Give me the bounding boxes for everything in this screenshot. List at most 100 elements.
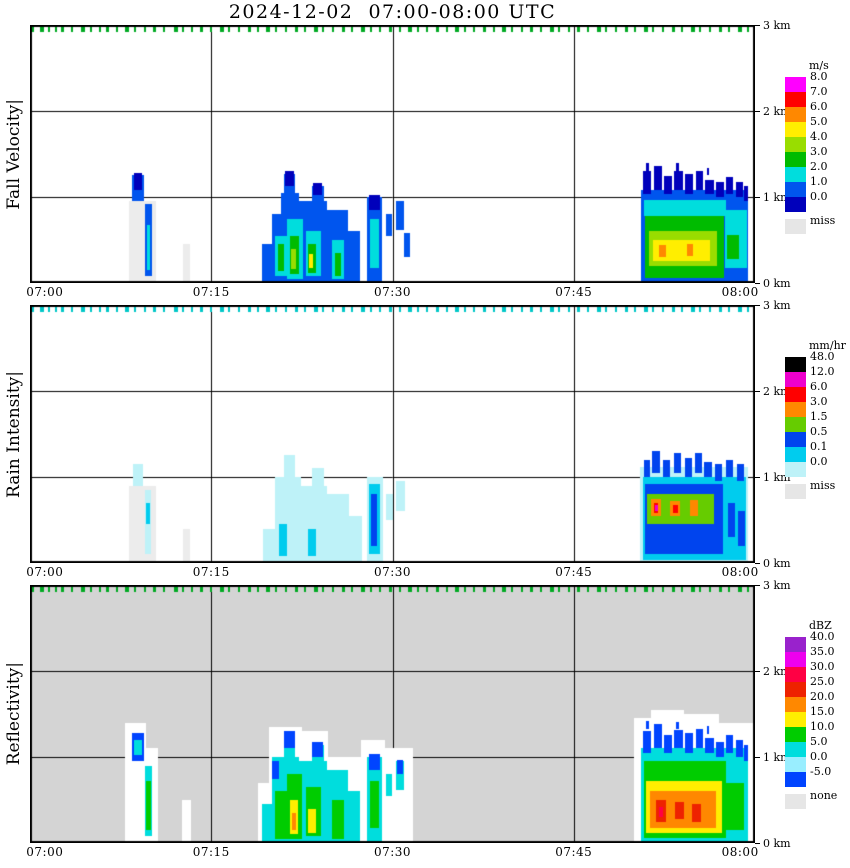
colorbar-label: 1.5 <box>810 410 828 423</box>
colorbar-swatch <box>785 387 806 402</box>
y-tick-mark <box>755 283 760 284</box>
y-tick-mark <box>755 563 760 564</box>
y-tick-mark <box>755 585 760 586</box>
colorbar-label: 10.0 <box>810 720 835 733</box>
colorbar-swatch <box>785 652 806 667</box>
colorbar-swatch <box>785 152 806 167</box>
y-tick-label: 1 km <box>755 471 791 484</box>
y-tick-mark <box>755 305 760 306</box>
colorbar-label: 3.0 <box>810 395 828 408</box>
x-tick-label: 07:00 <box>26 845 64 859</box>
colorbar-swatch <box>785 697 806 712</box>
y-tick-text: 0 km <box>763 277 791 290</box>
plot-title: 2024-12-02 07:00-08:00 UTC <box>228 1 557 23</box>
colorbar-swatch <box>785 77 806 92</box>
rain-intensity-heatmap <box>30 305 755 563</box>
colorbar-missing-label: miss <box>810 214 836 227</box>
colorbar-label: 4.0 <box>810 130 828 143</box>
x-tick-label: 07:00 <box>26 285 64 299</box>
y-tick-mark <box>755 843 760 844</box>
colorbar-label: 3.0 <box>810 145 828 158</box>
fall-velocity-axis-label: Fall Velocity| <box>3 98 24 210</box>
x-tick-label: 07:30 <box>373 565 412 579</box>
reflectivity-x-ticks: 07:00 07:15 07:30 07:45 08:00 <box>0 845 850 861</box>
y-tick-label: 0 km <box>755 837 791 850</box>
y-tick-label: 2 km <box>755 105 791 118</box>
colorbar-swatch <box>785 92 806 107</box>
y-tick-label: 2 km <box>755 385 791 398</box>
colorbar-swatch <box>785 447 806 462</box>
x-tick-label: 07:15 <box>192 565 230 579</box>
rain-intensity-axis-label: Rain Intensity| <box>3 370 24 498</box>
colorbar-missing-swatch <box>785 794 806 809</box>
colorbar-label: 20.0 <box>810 690 835 703</box>
colorbar-label: 12.0 <box>810 365 835 378</box>
colorbar-swatch <box>785 167 806 182</box>
colorbar-swatch <box>785 417 806 432</box>
y-tick-text: 2 km <box>763 105 791 118</box>
y-tick-label: 1 km <box>755 191 791 204</box>
colorbar-swatch <box>785 137 806 152</box>
colorbar-label: 8.0 <box>810 70 828 83</box>
colorbar-swatch <box>785 757 806 772</box>
colorbar-swatch <box>785 402 806 417</box>
panel-rain-intensity: Rain Intensity| 07:00 07:15 07:30 07:45 08:0… <box>0 299 850 587</box>
y-tick-text: 1 km <box>763 751 791 764</box>
colorbar-swatch <box>785 122 806 137</box>
colorbar-missing-label: miss <box>810 479 836 492</box>
x-tick-label: 07:30 <box>373 285 412 299</box>
y-tick-text: 2 km <box>763 385 791 398</box>
colorbar-swatch <box>785 357 806 372</box>
y-tick-mark <box>755 25 760 26</box>
y-tick-label: 0 km <box>755 277 791 290</box>
colorbar-label: 30.0 <box>810 660 835 673</box>
panel-fall-velocity: Fall Velocity| 07:00 07:15 07:30 07:45 08:00… <box>0 19 850 307</box>
y-tick-text: 1 km <box>763 471 791 484</box>
x-tick-label: 07:45 <box>555 285 593 299</box>
x-tick-label: 07:30 <box>373 845 412 859</box>
y-tick-text: 3 km <box>763 579 791 592</box>
colorbar-label: 0.0 <box>810 190 828 203</box>
y-tick-mark <box>755 757 760 758</box>
colorbar-unit: dBZ <box>809 619 832 632</box>
colorbar-swatch <box>785 667 806 682</box>
y-tick-text: 0 km <box>763 837 791 850</box>
y-tick-mark <box>755 391 760 392</box>
x-tick-label: 08:00 <box>721 845 759 859</box>
colorbar-unit: mm/hr <box>809 339 846 352</box>
colorbar-label: 5.0 <box>810 115 828 128</box>
rain-intensity-colorbar: mm/hr 48.0 12.0 6.0 3.0 1.5 0.5 0.1 0.0 miss <box>785 339 849 499</box>
fall-velocity-colorbar: m/s 8.0 7.0 6.0 5.0 4.0 3.0 2.0 1.0 0.0 miss <box>785 59 849 234</box>
colorbar-swatch <box>785 107 806 122</box>
y-tick-label: 2 km <box>755 665 791 678</box>
fall-velocity-axis-label-wrap: Fall Velocity| <box>1 25 26 283</box>
x-tick-label: 07:00 <box>26 565 64 579</box>
colorbar-swatch <box>785 197 806 212</box>
y-tick-text: 3 km <box>763 19 791 32</box>
colorbar-label: 0.0 <box>810 455 828 468</box>
colorbar-swatch <box>785 712 806 727</box>
reflectivity-heatmap <box>30 585 755 843</box>
colorbar-label: 5.0 <box>810 735 828 748</box>
colorbar-label: 6.0 <box>810 100 828 113</box>
colorbar-swatch <box>785 182 806 197</box>
y-tick-label: 3 km <box>755 579 791 592</box>
fall-velocity-x-ticks: 07:00 07:15 07:30 07:45 08:00 <box>0 285 850 301</box>
rain-intensity-axis-label-wrap: Rain Intensity| <box>1 305 26 563</box>
y-tick-label: 1 km <box>755 751 791 764</box>
colorbar-swatch <box>785 742 806 757</box>
reflectivity-axis-label: Reflectivity| <box>3 662 24 766</box>
x-tick-label: 08:00 <box>721 565 759 579</box>
x-tick-label: 08:00 <box>721 285 759 299</box>
colorbar-missing-swatch <box>785 484 806 499</box>
panel-reflectivity: Reflectivity| 07:00 07:15 07:30 07:45 08:00 … <box>0 579 850 867</box>
colorbar-swatch <box>785 372 806 387</box>
x-tick-label: 07:15 <box>192 285 230 299</box>
y-tick-text: 1 km <box>763 191 791 204</box>
colorbar-swatch <box>785 637 806 652</box>
x-tick-label: 07:15 <box>192 845 230 859</box>
colorbar-missing-swatch <box>785 219 806 234</box>
colorbar-label: 35.0 <box>810 645 835 658</box>
x-tick-label: 07:45 <box>555 565 593 579</box>
